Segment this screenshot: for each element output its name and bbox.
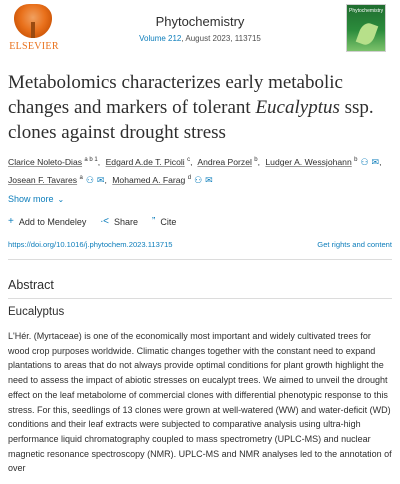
rights-link[interactable]: Get rights and content: [317, 240, 392, 249]
share-icon: ∙<: [100, 216, 110, 227]
affiliation-marker: c: [187, 157, 191, 163]
email-icon[interactable]: ✉: [96, 174, 105, 185]
article-title: Metabolomics characterizes early metabol…: [8, 70, 394, 145]
email-icon[interactable]: ✉: [371, 156, 380, 167]
author-list: Clarice Noleto-Dias a b 1, Edgard A.de T…: [8, 156, 382, 185]
publisher-name: ELSEVIER: [9, 41, 59, 52]
issue-details: , August 2023, 113715: [181, 34, 261, 43]
abstract-heading: Abstract: [8, 278, 54, 292]
affiliation-marker: a: [79, 174, 83, 181]
email-icon[interactable]: ✉: [205, 174, 213, 185]
plus-icon: +: [8, 216, 14, 227]
cite-button[interactable]: ” Cite: [152, 216, 176, 227]
affiliation-marker: b: [254, 157, 258, 163]
article-header: ELSEVIER Phytochemistry Volume 212, Augu…: [0, 0, 400, 58]
journal-title[interactable]: Phytochemistry: [155, 14, 245, 29]
cover-leaf-graphic: [355, 20, 379, 48]
elsevier-logo[interactable]: ELSEVIER: [6, 2, 60, 54]
add-to-mendeley-label: Add to Mendeley: [18, 216, 87, 227]
affiliation-marker: d: [187, 174, 192, 181]
title-line-1: Metabolomics characterizes early metabol…: [8, 72, 343, 93]
article-actions: + Add to Mendeley ∙< Share ” Cite: [8, 216, 176, 227]
title-italic-genus: Eucalyptus: [255, 97, 340, 118]
volume-link[interactable]: Volume 212: [139, 34, 182, 43]
author-item[interactable]: Andrea Porzel b: [197, 156, 258, 167]
affiliation-marker: a b 1: [84, 157, 98, 163]
abstract-subheading: Eucalyptus: [8, 306, 65, 318]
author-item[interactable]: Ludger A. Wessjohann b ⚇ ✉: [265, 156, 380, 167]
share-button[interactable]: ∙< Share: [100, 216, 138, 227]
abstract-body: L'Hér. (Myrtaceae) is one of the economi…: [8, 331, 392, 474]
cite-label: Cite: [160, 216, 177, 227]
section-divider: [8, 259, 392, 260]
person-icon[interactable]: ⚇: [194, 174, 203, 185]
elsevier-tree-icon: [14, 4, 52, 38]
quote-icon: ”: [152, 216, 156, 227]
author-item[interactable]: Mohamed A. Farag d ⚇ ✉: [112, 174, 213, 185]
person-icon[interactable]: ⚇: [85, 174, 94, 185]
chevron-down-icon: ⌄: [57, 195, 65, 204]
show-more-label: Show more: [8, 194, 54, 204]
title-line-3: clones against drought stress: [8, 122, 226, 143]
cover-title: Phytochemistry: [349, 8, 384, 14]
share-label: Share: [114, 216, 139, 227]
title-line-2-start: changes and markers of tolerant: [8, 97, 256, 118]
journal-issue-info: Volume 212, August 2023, 113715: [0, 34, 400, 43]
title-line-2-end: ssp.: [339, 97, 374, 118]
person-icon[interactable]: ⚇: [360, 156, 369, 167]
doi-row: https://doi.org/10.1016/j.phytochem.2023…: [8, 240, 392, 249]
doi-link[interactable]: https://doi.org/10.1016/j.phytochem.2023…: [8, 240, 173, 249]
section-divider: [8, 298, 392, 299]
author-item[interactable]: Clarice Noleto-Dias a b 1: [8, 156, 98, 167]
add-to-mendeley-button[interactable]: + Add to Mendeley: [8, 216, 86, 227]
affiliation-marker: b: [354, 157, 358, 163]
author-item[interactable]: Josean F. Tavares a ⚇ ✉: [8, 174, 105, 185]
journal-cover-image[interactable]: Phytochemistry: [346, 4, 386, 52]
show-more-button[interactable]: Show more ⌄: [8, 194, 64, 204]
author-item[interactable]: Edgard A.de T. Picoli c: [105, 156, 191, 167]
